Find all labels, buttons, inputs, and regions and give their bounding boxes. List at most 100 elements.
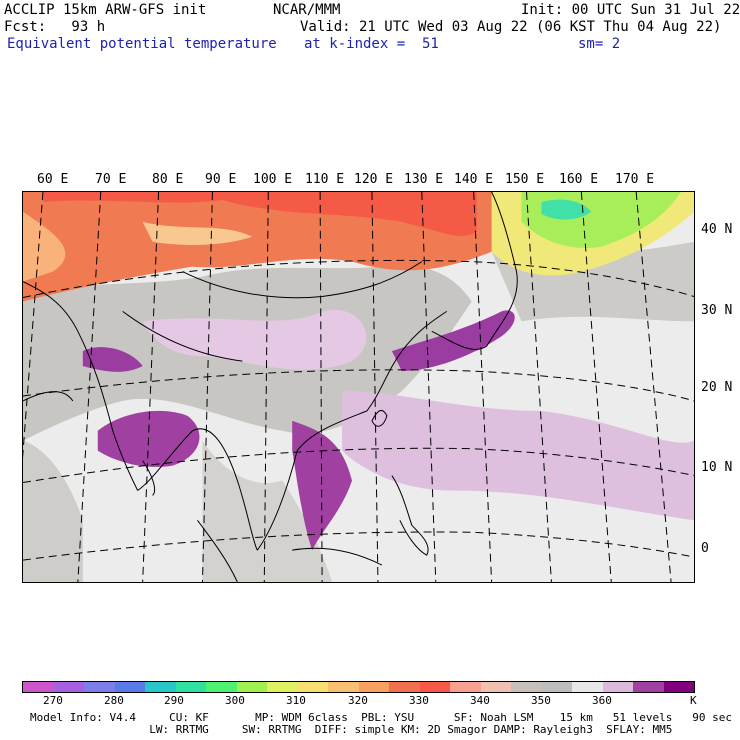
colorbar-swatch	[84, 682, 115, 692]
colorbar-swatch	[663, 682, 694, 692]
model-title: ACCLIP 15km ARW-GFS init	[4, 2, 207, 18]
colorbar-swatch	[175, 682, 206, 692]
lon-label: 90 E	[205, 172, 237, 187]
lon-label: 130 E	[404, 172, 444, 187]
longitude-line	[201, 192, 213, 582]
coastline-srilanka	[142, 460, 156, 496]
lon-label: 60 E	[37, 172, 69, 187]
field-name: Equivalent potential temperature	[7, 36, 277, 52]
longitude-line	[142, 192, 160, 582]
colorbar-swatch	[297, 682, 328, 692]
lon-label: 150 E	[505, 172, 545, 187]
colorbar-swatch	[419, 682, 450, 692]
field-region-indochina	[202, 440, 333, 582]
coastline	[256, 310, 448, 551]
colorbar-swatch	[53, 682, 84, 692]
colorbar-swatch	[389, 682, 420, 692]
coastline	[137, 428, 258, 551]
longitude-line	[77, 192, 102, 582]
colorbar-swatch	[572, 682, 603, 692]
lon-label: 140 E	[454, 172, 494, 187]
country-border	[122, 310, 243, 362]
field-region-south-china-sea	[292, 420, 353, 551]
lon-label: 100 E	[253, 172, 293, 187]
lon-label: 80 E	[152, 172, 184, 187]
forecast-hour: Fcst: 93 h	[4, 19, 106, 35]
colorbar-swatch	[267, 682, 298, 692]
coastline-borneo	[292, 547, 383, 566]
coastline-philippines	[391, 475, 429, 556]
model-info-line1: Model Info: V4.4 CU: KF MP: WDM 6class P…	[30, 711, 732, 724]
coastline-taiwan	[371, 409, 388, 427]
colorbar-swatch	[145, 682, 176, 692]
colorbar-tick: 320	[348, 694, 368, 707]
colorbar-swatch	[602, 682, 633, 692]
field-region-hot-core	[42, 192, 477, 236]
latitude-line	[23, 531, 694, 561]
longitude-line	[371, 192, 379, 582]
colorbar-swatch	[480, 682, 511, 692]
colorbar-tick: 270	[43, 694, 63, 707]
lon-label: 70 E	[95, 172, 127, 187]
level-label: at k-index = 51	[304, 36, 439, 52]
lat-label: 20 N	[701, 380, 733, 395]
colorbar-swatch	[358, 682, 389, 692]
coastline	[23, 281, 139, 491]
colorbar-swatch	[23, 682, 54, 692]
field-region-warm-north	[23, 192, 497, 302]
colorbar-tick: 310	[286, 694, 306, 707]
field-region-teal-ne	[541, 199, 592, 220]
lat-label: 10 N	[701, 460, 733, 475]
smoothing-label: sm= 2	[578, 36, 621, 52]
field-region-arabia	[23, 440, 83, 582]
colorbar-swatch	[114, 682, 145, 692]
longitude-line	[319, 192, 323, 582]
colorbar-swatch	[511, 682, 542, 692]
organization-label: NCAR/MMM	[273, 2, 341, 18]
country-border	[23, 391, 74, 402]
field-region-lavender-north	[142, 309, 367, 370]
colorbar	[22, 681, 695, 693]
longitude-line	[23, 192, 44, 459]
colorbar-swatch	[541, 682, 572, 692]
coastline-japan	[431, 192, 518, 350]
lat-label: 0	[701, 541, 709, 556]
colorbar-swatch	[206, 682, 237, 692]
graticule	[23, 192, 694, 582]
colorbar-unit: K	[690, 694, 697, 707]
model-info-line2: LW: RRTMG SW: RRTMG DIFF: simple KM: 2D …	[30, 723, 673, 736]
colorbar-tick: 280	[104, 694, 124, 707]
field-region-orange-mid	[142, 221, 253, 246]
colorbar-tick: 350	[531, 694, 551, 707]
lat-label: 30 N	[701, 303, 733, 318]
colorbar-swatch	[633, 682, 664, 692]
longitude-line	[473, 192, 493, 582]
country-border	[182, 261, 423, 299]
longitude-line	[421, 192, 437, 582]
valid-time: Valid: 21 UTC Wed 03 Aug 22 (06 KST Thu …	[300, 19, 722, 35]
coastline-sumatra	[197, 520, 238, 582]
colorbar-tick: 340	[470, 694, 490, 707]
lon-label: 120 E	[354, 172, 394, 187]
colorbar-tick: 290	[164, 694, 184, 707]
lon-label: 110 E	[305, 172, 345, 187]
longitude-line	[635, 192, 672, 582]
latitude-line	[23, 259, 694, 298]
lon-label: 160 E	[559, 172, 599, 187]
longitude-line	[580, 192, 612, 582]
colorbar-swatch	[450, 682, 481, 692]
init-time: Init: 00 UTC Sun 31 Jul 22	[521, 2, 740, 18]
field-region-east-china-sea	[391, 310, 515, 372]
field-region-lavender-pacific	[342, 390, 694, 521]
latitude-line	[23, 369, 694, 402]
field-region-orange-west	[23, 211, 66, 282]
colorbar-tick: 300	[225, 694, 245, 707]
latitude-line	[23, 447, 694, 484]
colorbar-tick: 330	[409, 694, 429, 707]
lat-label: 40 N	[701, 222, 733, 237]
lon-label: 170 E	[615, 172, 655, 187]
coastlines	[23, 192, 518, 582]
field-region-india-north	[82, 347, 143, 372]
longitude-line	[526, 192, 552, 582]
colorbar-swatch	[236, 682, 267, 692]
